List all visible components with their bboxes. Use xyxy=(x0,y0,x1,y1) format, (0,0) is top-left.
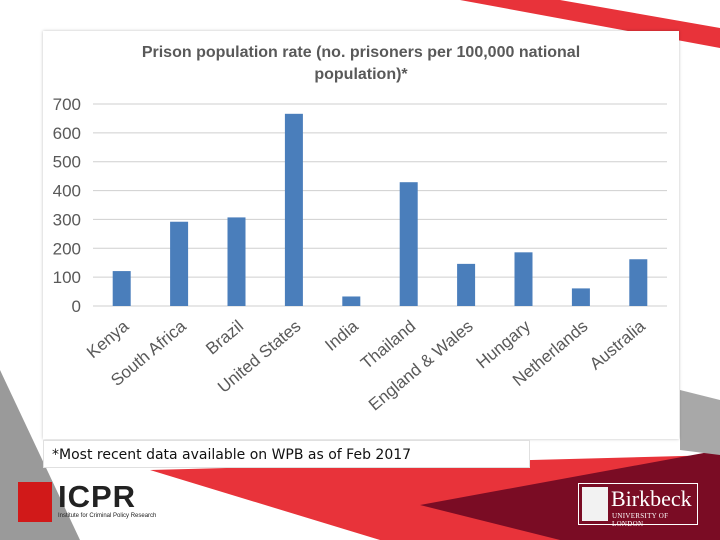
icpr-mark-icon xyxy=(18,482,52,522)
chart-title-line-1: Prison population rate (no. prisoners pe… xyxy=(142,44,580,61)
x-tick-label: Brazil xyxy=(202,317,247,359)
bar-united-states xyxy=(284,113,303,306)
y-axis-ticks: 0 100 200 300 400 500 600 700 xyxy=(53,95,81,316)
birkbeck-name: Birkbeck xyxy=(611,486,692,511)
bar-india xyxy=(342,296,361,306)
gridlines xyxy=(93,103,667,307)
bar-hungary xyxy=(514,252,533,306)
bar-brazil xyxy=(227,217,246,306)
prison-rate-chart: Prison population rate (no. prisoners pe… xyxy=(53,44,667,414)
bar-kenya xyxy=(112,271,131,306)
birkbeck-subtitle: UNIVERSITY OF LONDON xyxy=(612,512,669,528)
y-tick-label: 300 xyxy=(53,210,81,229)
birkbeck-crest-icon xyxy=(582,487,608,521)
y-tick-label: 700 xyxy=(53,95,81,114)
y-tick-label: 600 xyxy=(53,124,81,143)
birkbeck-logo: Birkbeck UNIVERSITY OF LONDON xyxy=(578,483,698,528)
icpr-name: ICPR xyxy=(58,479,137,514)
y-tick-label: 200 xyxy=(53,239,81,258)
x-tick-label: India xyxy=(321,316,362,355)
x-tick-label: Kenya xyxy=(83,316,133,362)
chart-title-line-2: population)* xyxy=(314,66,408,83)
right-grey-wedge xyxy=(680,390,720,455)
y-tick-label: 0 xyxy=(72,297,81,316)
chart-card: Prison population rate (no. prisoners pe… xyxy=(43,31,679,439)
bar-england-wales xyxy=(457,263,476,306)
bar-australia xyxy=(629,259,648,306)
y-tick-label: 500 xyxy=(53,153,81,172)
x-tick-label: England & Wales xyxy=(365,317,477,415)
bar-netherlands xyxy=(571,288,590,306)
bottom-dark-band xyxy=(420,450,720,540)
icpr-subtitle: Institute for Criminal Policy Research xyxy=(58,513,157,519)
bar-south-africa xyxy=(170,221,189,306)
bar-thailand xyxy=(399,182,418,306)
footnote: *Most recent data available on WPB as of… xyxy=(43,440,530,468)
x-tick-label: Australia xyxy=(586,316,649,373)
icpr-logo: ICPR Institute for Criminal Policy Resea… xyxy=(18,479,158,525)
bars xyxy=(112,113,648,306)
y-tick-label: 400 xyxy=(53,182,81,201)
y-tick-label: 100 xyxy=(53,268,81,287)
